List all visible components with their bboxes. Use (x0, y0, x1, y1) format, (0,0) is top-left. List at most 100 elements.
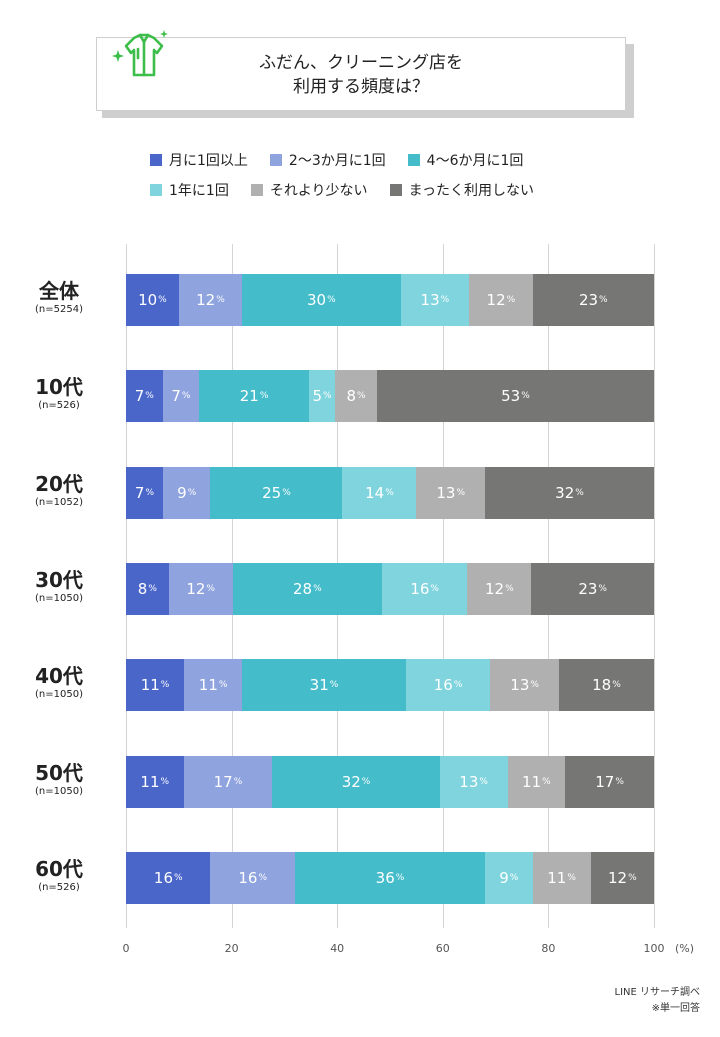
data-label: 11 (547, 868, 567, 887)
percent-sign: % (181, 391, 191, 402)
bar-segment: 9% (162, 466, 211, 519)
legend-label: 4〜6か月に1回 (426, 153, 524, 169)
bar-segment: 10% (126, 274, 179, 326)
percent-sign: % (258, 872, 268, 883)
data-label: 9 (177, 483, 187, 502)
legend-label: 2〜3か月に1回 (288, 153, 386, 169)
data-label: 16 (410, 579, 430, 598)
bar-segment: 7% (126, 466, 163, 519)
row-label: 60代 (n=526) (0, 857, 118, 895)
bar-segment: 23% (531, 562, 654, 615)
bar-segment: 11% (507, 755, 566, 808)
bar-segment: 13% (439, 755, 508, 808)
data-label: 11 (140, 676, 160, 695)
data-label: 12 (186, 579, 206, 598)
bar-segment: 11% (126, 659, 185, 712)
category-label: 60代 (35, 856, 83, 881)
percent-sign: % (453, 680, 463, 691)
x-tick-label: 100 (643, 942, 665, 955)
x-axis-unit: (%) (675, 942, 695, 955)
row-label: 40代 (n=1050) (0, 664, 118, 702)
data-label: 11 (198, 676, 218, 695)
legend-item: 1年に1回 (150, 180, 229, 200)
percent-sign: % (456, 487, 466, 498)
row-label: 50代 (n=1050) (0, 761, 118, 799)
legend-item: まったく利用しない (389, 180, 534, 200)
percent-sign: % (430, 583, 439, 594)
answer-note: ※単一回答 (651, 1003, 700, 1014)
data-label: 30 (307, 291, 327, 309)
data-label: 16 (238, 868, 258, 887)
percent-sign: % (509, 872, 519, 883)
data-label: 13 (420, 291, 440, 309)
percent-sign: % (615, 776, 624, 787)
data-label: 32 (555, 483, 575, 502)
bar-segment: 16% (210, 851, 295, 904)
legend-swatch (407, 154, 420, 166)
data-label: 13 (459, 772, 479, 791)
percent-sign: % (160, 776, 170, 787)
percent-sign: % (356, 391, 366, 402)
x-tick-label: 0 (122, 942, 130, 955)
bar-segment: 7% (126, 370, 163, 423)
data-label: 7 (134, 483, 145, 502)
legend-swatch (250, 184, 263, 196)
percent-sign: % (530, 680, 539, 691)
bar-segment: 12% (178, 274, 243, 326)
percent-sign: % (216, 295, 225, 305)
legend-label: それより少ない (269, 183, 368, 199)
percent-sign: % (385, 487, 394, 498)
sample-size-label: (n=1052) (35, 496, 83, 508)
shirt-icon (112, 30, 168, 77)
bar-segment: 28% (232, 562, 382, 615)
data-label: 12 (196, 291, 216, 309)
data-label: 23 (578, 291, 599, 309)
title-box: ふだん、クリーニング店を 利用する頻度は？ (96, 37, 626, 111)
row-label: 全体 (n=5254) (0, 279, 118, 317)
bar-segment: 12% (467, 562, 532, 615)
sample-size-label: (n=1050) (35, 785, 83, 797)
percent-sign: % (612, 680, 621, 691)
percent-sign: % (218, 680, 228, 691)
bar-segment: 53% (376, 370, 654, 423)
row-label: 30代 (n=1050) (0, 568, 118, 606)
data-label: 8 (137, 579, 148, 598)
data-label: 12 (607, 868, 628, 887)
bar-segment: 12% (168, 562, 233, 615)
percent-sign: % (628, 872, 637, 883)
category-label: 50代 (35, 760, 83, 785)
bar-segment: 9% (485, 851, 533, 904)
bar-segment: 17% (565, 755, 654, 808)
category-label: 10代 (35, 375, 83, 400)
data-label: 7 (171, 387, 181, 406)
percent-sign: % (282, 487, 291, 498)
bar-segment: 31% (242, 659, 406, 712)
legend-row-1: 月に1回以上 2〜3か月に1回 4〜6か月に1回 (150, 150, 590, 170)
chart-title: ふだん、クリーニング店を 利用する頻度は？ (259, 53, 463, 97)
data-label: 25 (262, 483, 282, 502)
data-label: 13 (436, 483, 456, 502)
percent-sign: % (323, 391, 332, 402)
percent-sign: % (440, 295, 450, 305)
percent-sign: % (145, 391, 154, 402)
percent-sign: % (187, 487, 197, 498)
data-label: 21 (239, 387, 259, 406)
data-label: 32 (341, 772, 361, 791)
percent-sign: % (158, 295, 167, 305)
bar-segment: 18% (558, 659, 654, 712)
bar-segment: 12% (469, 274, 533, 326)
bar-segment: 11% (532, 851, 591, 904)
bar-segment: 11% (126, 755, 184, 808)
bar-segment: 32% (272, 755, 440, 808)
percent-sign: % (145, 487, 155, 498)
bar-segment: 12% (590, 851, 654, 904)
legend-item: 月に1回以上 (150, 150, 248, 170)
sample-size-label: (n=5254) (35, 304, 83, 315)
x-tick-label: 20 (224, 942, 239, 955)
data-label: 18 (592, 676, 612, 695)
bar-segment: 7% (162, 370, 200, 423)
data-label: 53 (501, 387, 521, 406)
bar-segment: 16% (382, 562, 468, 615)
bar-segment: 13% (416, 466, 486, 519)
legend-item: それより少ない (250, 180, 368, 200)
